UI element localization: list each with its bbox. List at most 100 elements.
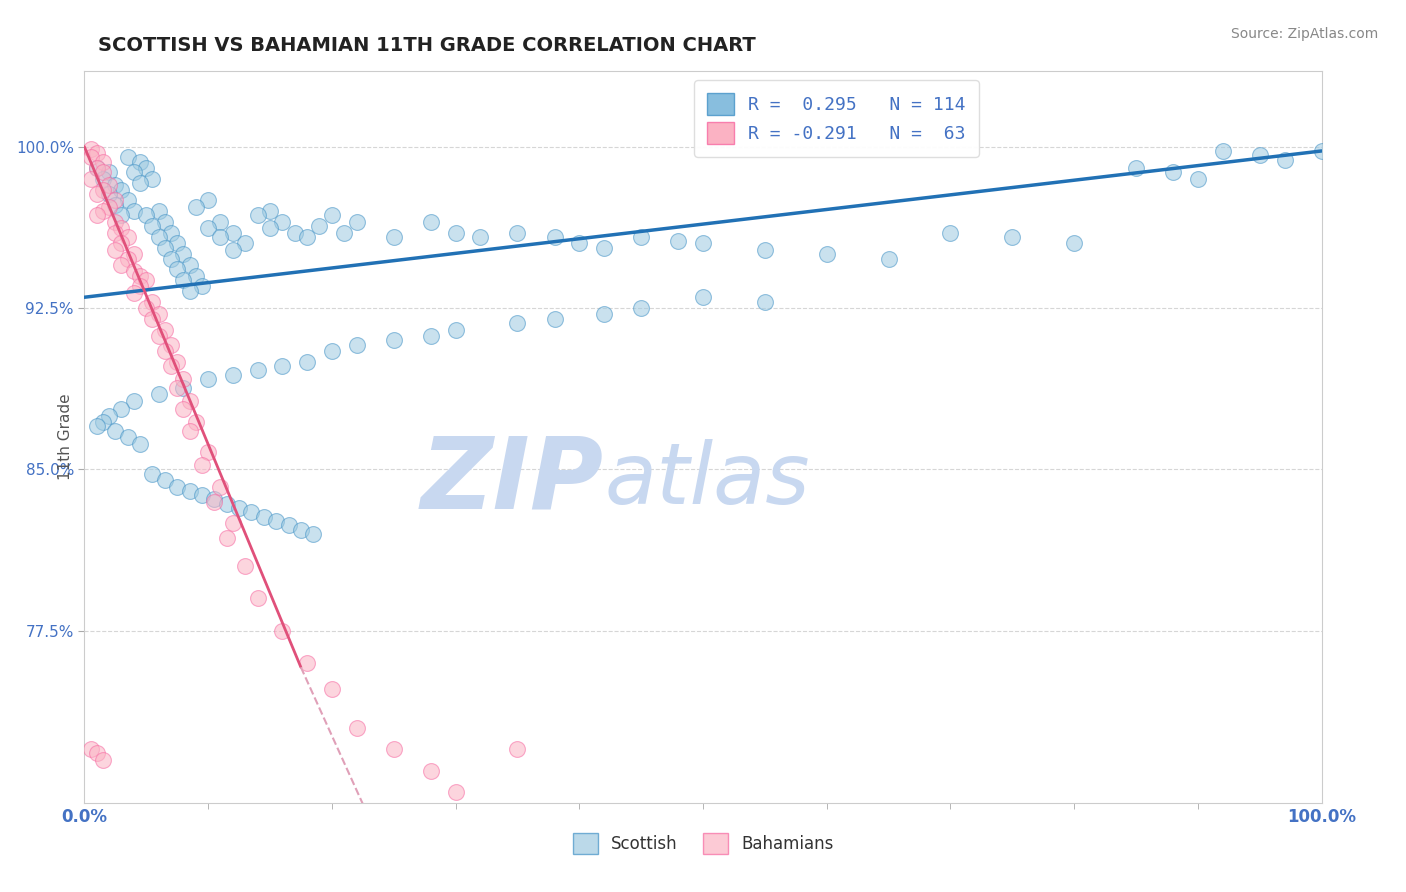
Point xyxy=(122,247,145,261)
Point xyxy=(141,172,163,186)
Point xyxy=(160,226,183,240)
Point xyxy=(148,387,170,401)
Point xyxy=(506,316,529,330)
Point xyxy=(117,430,139,444)
Point xyxy=(141,294,163,309)
Point xyxy=(110,221,132,235)
Point xyxy=(104,243,127,257)
Point xyxy=(104,226,127,240)
Point xyxy=(98,165,121,179)
Legend: Scottish, Bahamians: Scottish, Bahamians xyxy=(567,827,839,860)
Point xyxy=(630,230,652,244)
Point xyxy=(160,337,183,351)
Point xyxy=(264,514,287,528)
Point xyxy=(122,285,145,300)
Point xyxy=(141,311,163,326)
Point xyxy=(197,194,219,208)
Point xyxy=(877,252,900,266)
Point xyxy=(129,154,152,169)
Point xyxy=(295,230,318,244)
Point xyxy=(302,527,325,541)
Point xyxy=(215,531,238,545)
Point xyxy=(184,415,207,429)
Point xyxy=(246,591,269,606)
Point xyxy=(321,681,343,696)
Point xyxy=(98,186,121,201)
Point xyxy=(506,226,529,240)
Point xyxy=(333,226,356,240)
Point xyxy=(79,742,101,756)
Point xyxy=(135,273,157,287)
Point xyxy=(110,258,132,272)
Point xyxy=(346,721,368,735)
Point xyxy=(222,226,245,240)
Point xyxy=(179,483,201,498)
Point xyxy=(148,204,170,219)
Point xyxy=(153,322,176,336)
Point xyxy=(506,742,529,756)
Point xyxy=(86,161,108,176)
Point xyxy=(166,262,188,277)
Point xyxy=(754,243,776,257)
Point xyxy=(166,479,188,493)
Point xyxy=(1063,236,1085,251)
Point xyxy=(104,198,127,212)
Point xyxy=(153,344,176,359)
Point xyxy=(284,226,307,240)
Point xyxy=(110,236,132,251)
Point xyxy=(419,329,441,343)
Point xyxy=(543,230,565,244)
Point xyxy=(382,230,405,244)
Point xyxy=(939,226,962,240)
Point xyxy=(160,359,183,373)
Point xyxy=(110,209,132,223)
Point xyxy=(184,200,207,214)
Point xyxy=(153,473,176,487)
Point xyxy=(233,236,256,251)
Point xyxy=(104,424,127,438)
Point xyxy=(172,372,194,386)
Point xyxy=(179,284,201,298)
Point xyxy=(382,742,405,756)
Point xyxy=(321,344,343,359)
Point xyxy=(91,415,114,429)
Point xyxy=(222,516,245,530)
Point xyxy=(117,150,139,164)
Point xyxy=(141,219,163,234)
Point xyxy=(104,178,127,193)
Point xyxy=(222,368,245,382)
Point xyxy=(233,559,256,574)
Point xyxy=(86,161,108,176)
Point xyxy=(172,273,194,287)
Point xyxy=(290,523,312,537)
Point xyxy=(1001,230,1024,244)
Point xyxy=(215,497,238,511)
Point xyxy=(321,209,343,223)
Point xyxy=(79,142,101,156)
Point xyxy=(197,221,219,235)
Point xyxy=(91,165,114,179)
Point xyxy=(1161,165,1184,179)
Point xyxy=(172,247,194,261)
Point xyxy=(166,236,188,251)
Y-axis label: 11th Grade: 11th Grade xyxy=(58,393,73,481)
Point xyxy=(1212,144,1234,158)
Point xyxy=(117,252,139,266)
Point xyxy=(1310,144,1333,158)
Point xyxy=(1274,153,1296,167)
Point xyxy=(295,355,318,369)
Point xyxy=(209,215,232,229)
Point xyxy=(593,308,616,322)
Point xyxy=(259,204,281,219)
Point xyxy=(122,165,145,179)
Point xyxy=(117,194,139,208)
Point xyxy=(246,363,269,377)
Point xyxy=(568,236,591,251)
Point xyxy=(104,215,127,229)
Point xyxy=(86,747,108,761)
Text: atlas: atlas xyxy=(605,440,810,523)
Point xyxy=(444,785,467,799)
Point xyxy=(382,333,405,347)
Point xyxy=(630,301,652,315)
Point xyxy=(148,230,170,244)
